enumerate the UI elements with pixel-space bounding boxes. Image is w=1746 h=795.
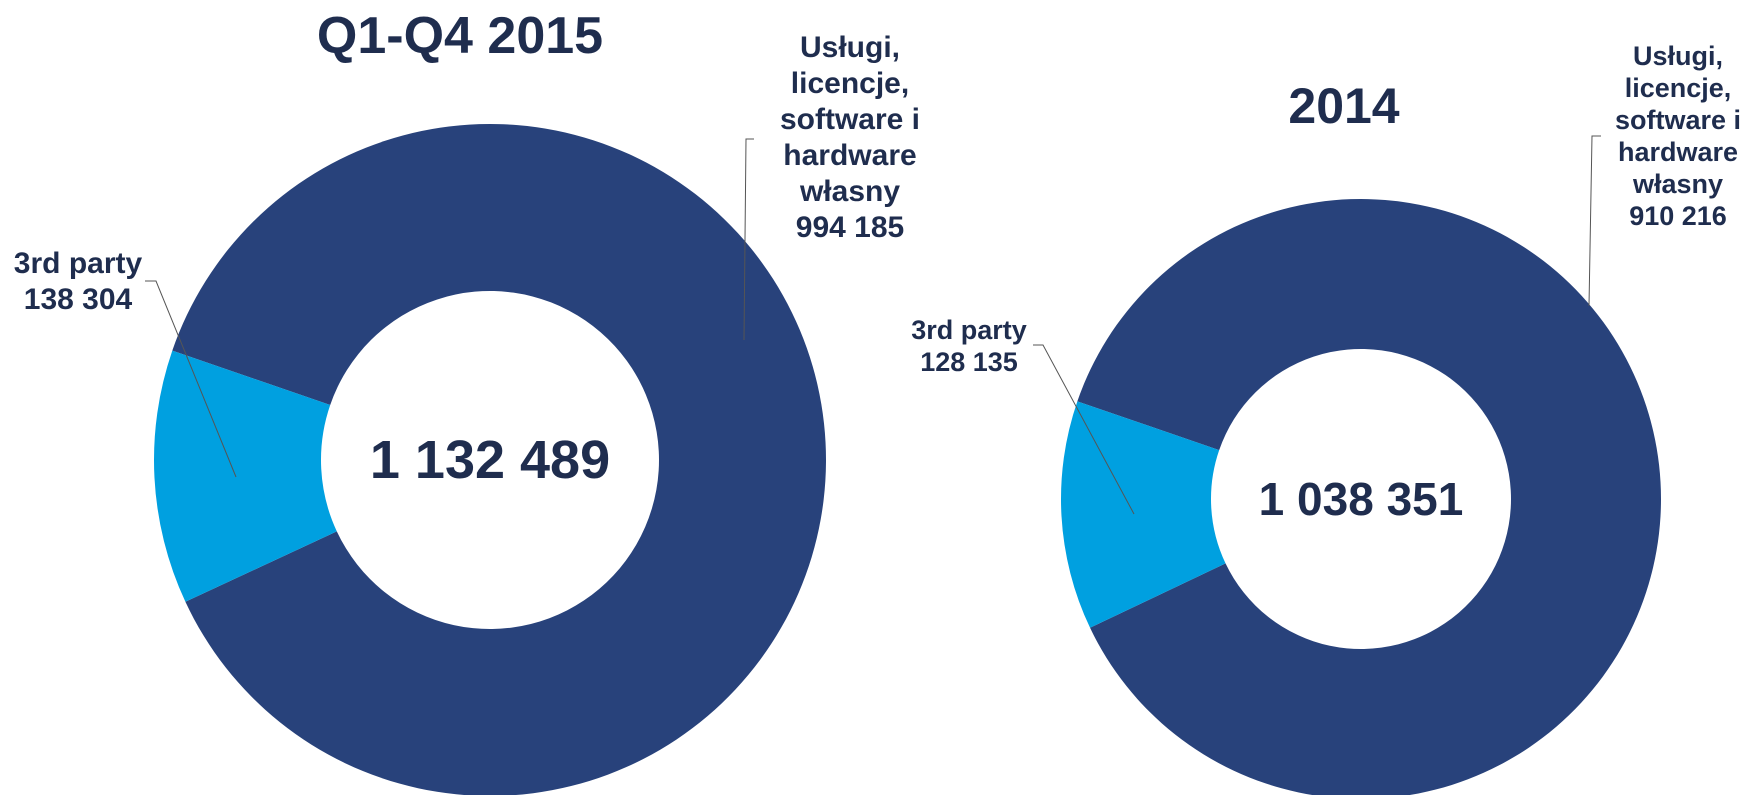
value-label: 994 185: [795, 211, 905, 244]
leader-line: [743, 138, 754, 341]
donut-slice: [172, 124, 826, 795]
slice-label: Usługi, licencje, software i hardware wł…: [770, 30, 930, 246]
leader-line: [1033, 344, 1135, 515]
center-label: 1 132 489: [369, 430, 611, 490]
chart-title: 2014: [1288, 78, 1400, 134]
slice-label: 3rd party 138 304: [0, 246, 158, 318]
category-name: Usługi, licencje, software i hardware wł…: [779, 31, 921, 208]
donut-slice: [1061, 401, 1226, 628]
center-label: 1 038 351: [1258, 473, 1464, 525]
leader-line: [1588, 135, 1601, 307]
slice-label: 3rd party 128 135: [899, 314, 1039, 378]
chart-title: Q1-Q4 2015: [316, 7, 604, 65]
leader-line: [145, 280, 237, 478]
category-name: 3rd party: [13, 247, 143, 280]
category-name: 3rd party: [911, 315, 1027, 345]
donut-slice: [1077, 198, 1661, 795]
slice-label: Usługi, licencje, software i hardware wł…: [1608, 40, 1746, 232]
category-name: Usługi, licencje, software i hardware wł…: [1614, 41, 1742, 199]
value-label: 910 216: [1629, 201, 1727, 231]
value-label: 128 135: [920, 347, 1018, 377]
donut-slice: [153, 350, 337, 602]
value-label: 138 304: [23, 283, 133, 316]
